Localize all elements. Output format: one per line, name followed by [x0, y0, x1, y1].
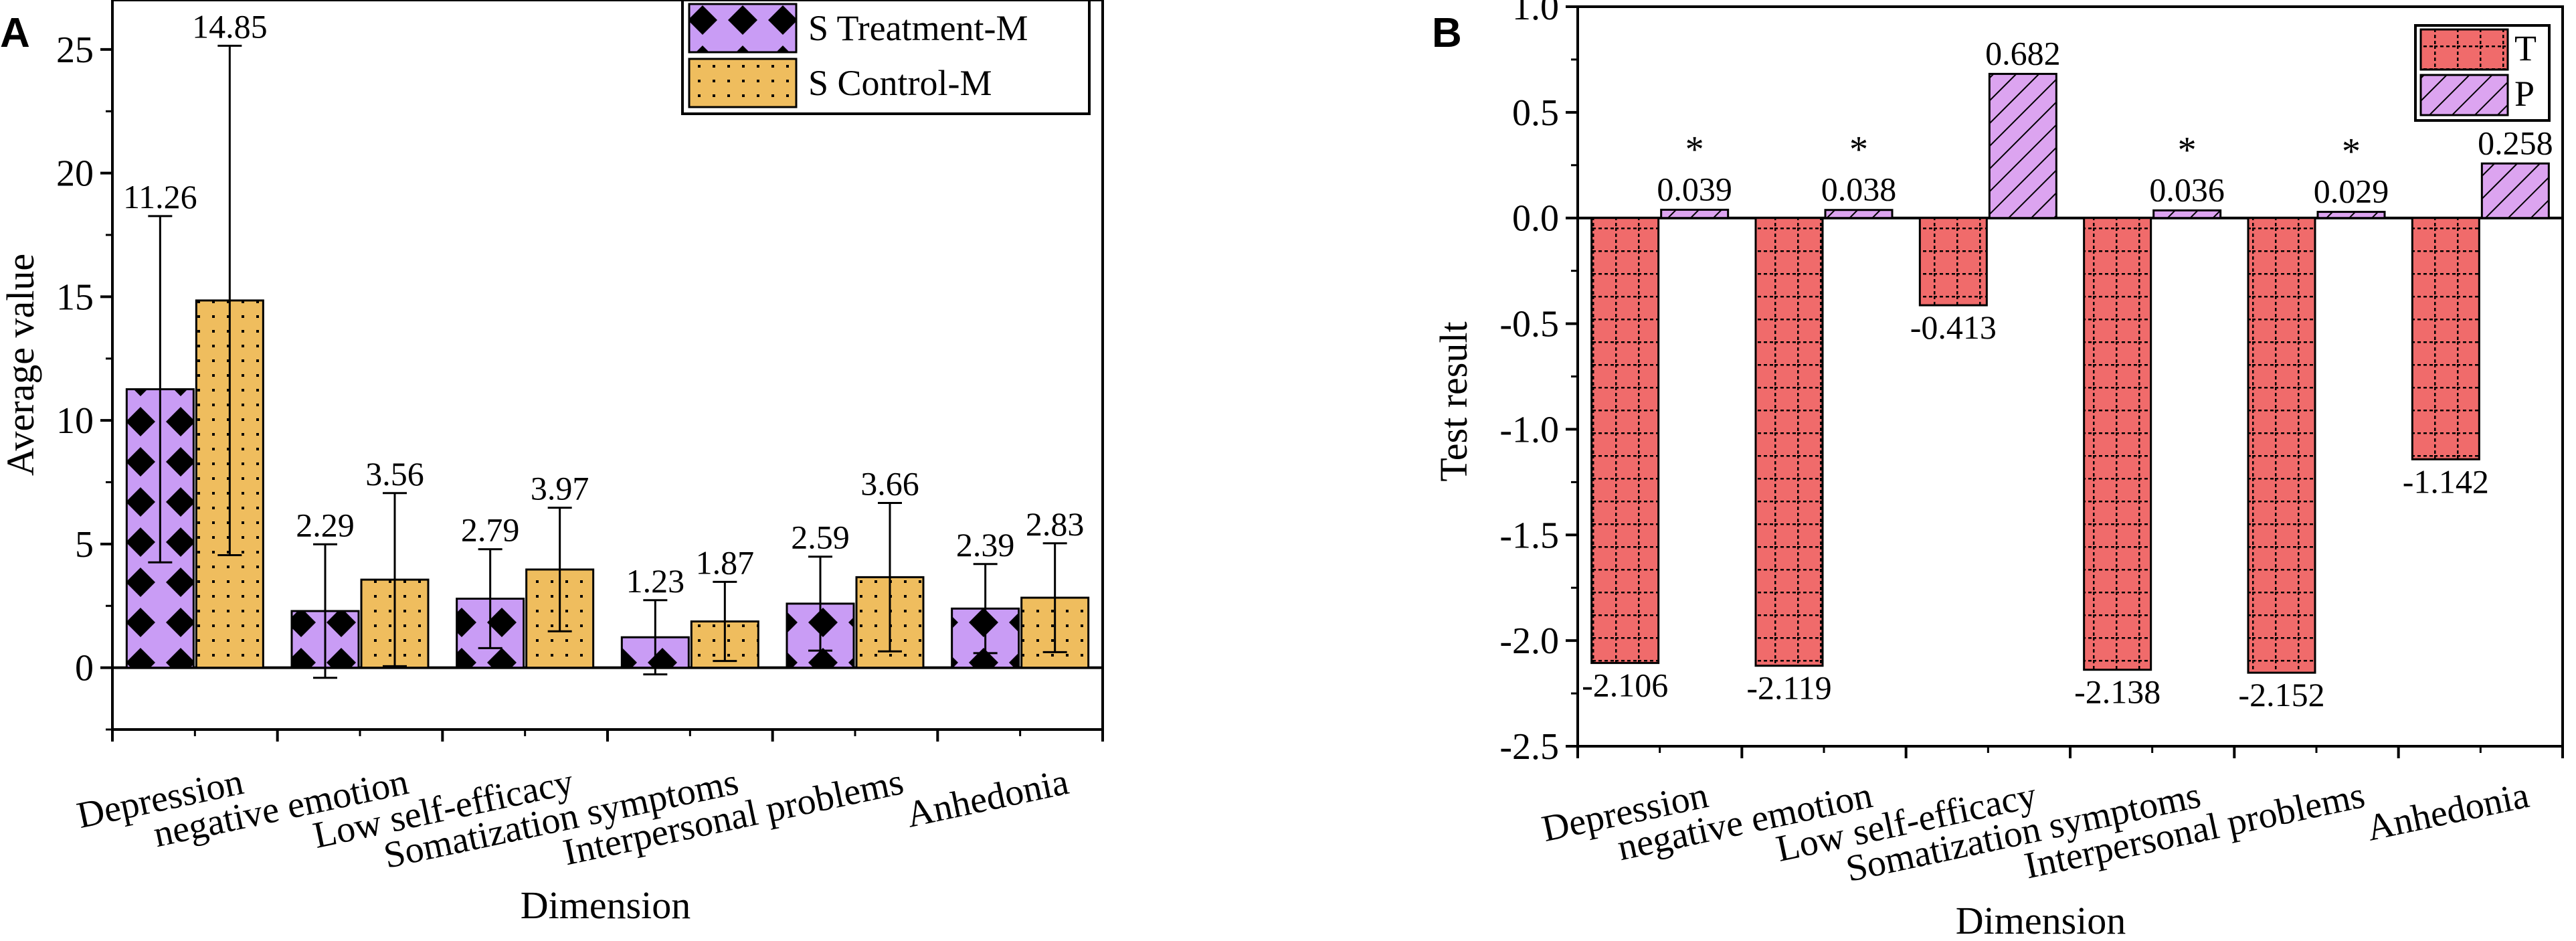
- data-label: 2.79: [461, 511, 520, 549]
- significance-marker: *: [2178, 129, 2197, 171]
- data-label: -2.119: [1746, 669, 1831, 707]
- y-tick-label: 0.5: [1512, 92, 1559, 134]
- y-tick-label: 20: [56, 153, 94, 195]
- panel-b-letter: B: [1432, 10, 1462, 56]
- panel-a: A 0 5 10 15 20 25 11.26 2.29 2.79 1.23 2.59 2.39 14…: [0, 0, 1104, 927]
- y-tick-label: 15: [56, 276, 94, 318]
- y-tick-label: -0.5: [1499, 304, 1559, 345]
- t-bar: [2083, 217, 2152, 671]
- panel-b-x-axis-title: Dimension: [1956, 899, 2126, 941]
- legend-label: S Control-M: [808, 63, 992, 103]
- y-tick-label: -2.5: [1499, 726, 1559, 768]
- legend-swatch-control: [688, 58, 798, 108]
- data-label: 2.59: [791, 519, 850, 556]
- y-tick-label: -1.0: [1499, 409, 1559, 450]
- data-label: 3.97: [531, 470, 589, 507]
- legend-swatch-p: [2419, 74, 2509, 116]
- legend-label: S Treatment-M: [808, 8, 1028, 48]
- data-label: 1.87: [696, 543, 755, 581]
- y-tick-label: 1.0: [1512, 0, 1559, 28]
- y-tick-label: -2.0: [1499, 620, 1559, 662]
- t-bar: [1918, 217, 1988, 307]
- y-tick-label: 0.0: [1512, 198, 1559, 240]
- y-tick-label: 10: [56, 400, 94, 442]
- legend-label: T: [2514, 28, 2537, 68]
- significance-marker: *: [2342, 131, 2361, 173]
- p-bar: [1988, 72, 2057, 220]
- legend-swatch-treatment: [688, 3, 798, 54]
- data-label: 0.036: [2149, 171, 2225, 208]
- panel-b-legend: TP: [2414, 24, 2551, 122]
- y-tick-label: -1.5: [1499, 515, 1559, 556]
- p-bar: [1660, 208, 1730, 220]
- p-bar: [1824, 209, 1894, 220]
- x-category-label: Anhedonia: [2363, 774, 2533, 849]
- legend-label: P: [2514, 74, 2535, 114]
- significance-marker: *: [1849, 129, 1868, 171]
- data-label: -0.413: [1910, 309, 1997, 346]
- data-label: -1.142: [2403, 462, 2489, 500]
- data-label: -2.138: [2074, 673, 2160, 711]
- data-label: 11.26: [123, 178, 197, 216]
- data-label: -2.152: [2238, 676, 2324, 713]
- data-label: 3.56: [365, 455, 424, 493]
- data-label: 0.029: [2314, 173, 2389, 210]
- data-label: 0.039: [1657, 170, 1732, 207]
- data-label: 0.258: [2478, 124, 2553, 161]
- y-tick-label: 25: [56, 29, 94, 71]
- panel-a-letter: A: [0, 10, 30, 56]
- data-label: -2.106: [1582, 667, 1668, 704]
- y-tick-label: 0: [75, 648, 94, 689]
- data-label: 0.682: [1985, 34, 2061, 72]
- t-bar: [2247, 217, 2316, 674]
- data-label: 0.038: [1821, 171, 1897, 208]
- t-bar: [1590, 217, 1660, 665]
- data-label: 14.85: [192, 7, 268, 45]
- x-category-label: Anhedonia: [903, 761, 1072, 836]
- p-bar: [2152, 209, 2222, 220]
- t-bar: [2411, 217, 2480, 460]
- t-bar: [1754, 217, 1824, 667]
- significance-marker: *: [1685, 129, 1704, 170]
- data-label: 1.23: [626, 562, 685, 600]
- data-label: 2.29: [296, 506, 355, 543]
- data-label: 2.83: [1026, 505, 1085, 543]
- panel-a-x-axis-title: Dimension: [521, 883, 691, 927]
- legend-swatch-t: [2419, 28, 2509, 71]
- panel-b-y-axis-title: Test result: [1432, 321, 1475, 481]
- y-tick-label: 5: [75, 524, 94, 566]
- data-label: 2.39: [956, 526, 1015, 564]
- panel-a-y-axis-title: Average value: [0, 254, 42, 476]
- p-bar: [2316, 211, 2386, 220]
- panel-b: B -2.5 -2.0 -1.5 -1.0 -0.5 0.0 0.5 1.0 -2.106 -2…: [1432, 0, 2564, 941]
- p-bar: [2480, 162, 2550, 220]
- panel-a-legend: S Treatment-M S Control-M: [681, 0, 1091, 115]
- data-label: 3.66: [860, 465, 919, 503]
